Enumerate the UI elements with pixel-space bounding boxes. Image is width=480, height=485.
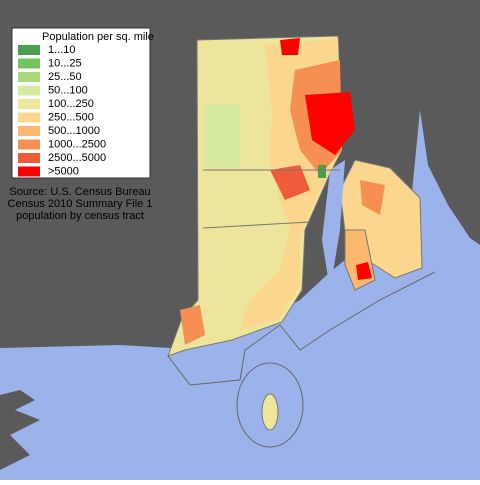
legend-label: 1...10 bbox=[48, 44, 76, 56]
legend-items: 1...1010...2525...5050...100100...250250… bbox=[18, 44, 106, 177]
water bbox=[0, 110, 480, 480]
legend-swatch bbox=[18, 126, 40, 136]
legend-label: 500...1000 bbox=[48, 125, 100, 137]
region bbox=[270, 165, 310, 200]
legend-swatch bbox=[18, 99, 40, 109]
legend-label: >5000 bbox=[48, 165, 79, 177]
source-text: Census 2010 Summary File 1 bbox=[8, 198, 153, 210]
city bbox=[280, 38, 300, 55]
legend-label: 250...500 bbox=[48, 111, 94, 123]
county-line bbox=[202, 221, 311, 229]
legend-swatch bbox=[18, 139, 40, 150]
legend-label: 2500...5000 bbox=[48, 152, 106, 164]
boundary bbox=[236, 362, 304, 448]
legend-swatch bbox=[18, 153, 40, 163]
legend-label: 25...50 bbox=[48, 71, 82, 83]
source-text: Source: U.S. Census Bureau bbox=[9, 186, 150, 198]
legend-label: 10...25 bbox=[48, 57, 82, 69]
legend-title: Population per sq. mile bbox=[42, 31, 154, 43]
bay bbox=[322, 160, 345, 290]
city bbox=[356, 262, 372, 280]
legend-swatch bbox=[18, 166, 40, 177]
legend-swatch bbox=[18, 85, 40, 96]
land bbox=[0, 390, 40, 470]
legend-swatch bbox=[18, 72, 40, 82]
block-island bbox=[261, 393, 279, 431]
legend-swatch bbox=[18, 112, 40, 123]
region bbox=[205, 105, 240, 168]
legend-swatch bbox=[18, 58, 40, 69]
region bbox=[180, 305, 205, 345]
region bbox=[318, 165, 326, 178]
legend-swatch bbox=[18, 45, 40, 55]
boundary bbox=[167, 271, 436, 386]
source-text: population by census tract bbox=[16, 210, 144, 222]
legend-label: 100...250 bbox=[48, 98, 94, 110]
legend-label: 50...100 bbox=[48, 84, 88, 96]
region bbox=[360, 180, 385, 215]
legend-label: 1000...2500 bbox=[48, 138, 106, 150]
city bbox=[305, 92, 355, 155]
